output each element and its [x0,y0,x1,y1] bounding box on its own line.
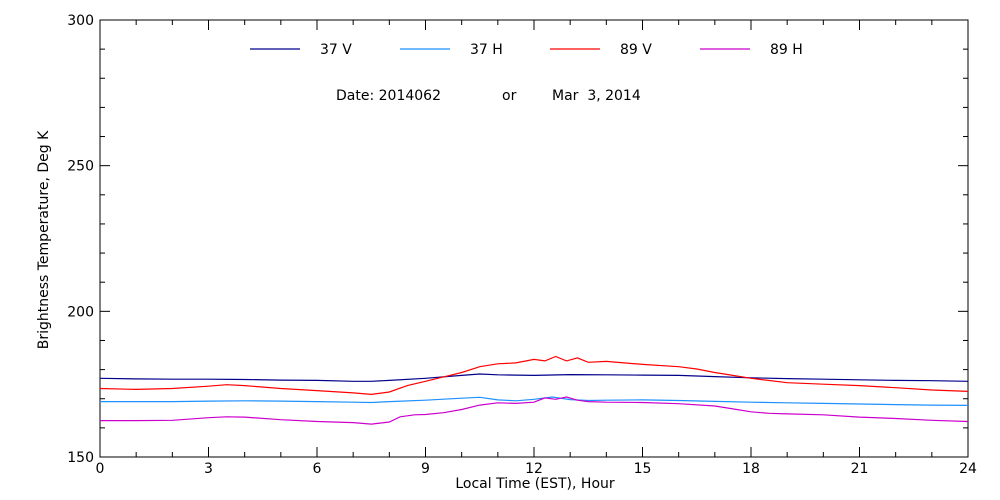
y-tick-label: 200 [67,304,94,320]
x-tick-label: 3 [204,461,213,477]
x-tick-label: 15 [634,461,652,477]
series-lines [99,355,969,425]
date-label: Date: 2014062 [336,88,441,104]
series-line-37-v [99,373,969,382]
x-tick-label: 18 [742,461,760,477]
legend-label: 89 V [620,42,652,58]
axis-ticks [99,19,969,458]
date-or-label: or [502,88,517,104]
series-line-37-h [100,396,969,406]
x-tick-label: 21 [851,461,869,477]
y-tick-label: 150 [67,450,94,466]
x-axis-label: Local Time (EST), Hour [455,476,615,492]
legend-label: 37 H [470,42,503,58]
legend-label: 89 H [770,42,803,58]
legend-label: 37 V [320,42,352,58]
plot-frame [99,19,969,458]
x-tick-label: 0 [96,461,105,477]
y-tick-label: 250 [67,159,94,175]
x-tick-label: 6 [313,461,322,477]
x-tick-label: 9 [421,461,430,477]
y-axis-label: Brightness Temperature, Deg K [36,130,52,349]
series-line-89-h [100,396,969,425]
y-tick-label: 300 [67,13,94,29]
date-text: Mar 3, 2014 [552,88,641,104]
y-tick-labels: 150 200 250 300 [67,13,94,466]
x-tick-labels: 0 3 6 9 12 15 18 21 24 [96,461,977,477]
legend: 37 V 37 H 89 V 89 H [250,42,803,58]
x-tick-label: 12 [525,461,543,477]
x-tick-label: 24 [959,461,977,477]
series-line-89-v [99,355,969,396]
